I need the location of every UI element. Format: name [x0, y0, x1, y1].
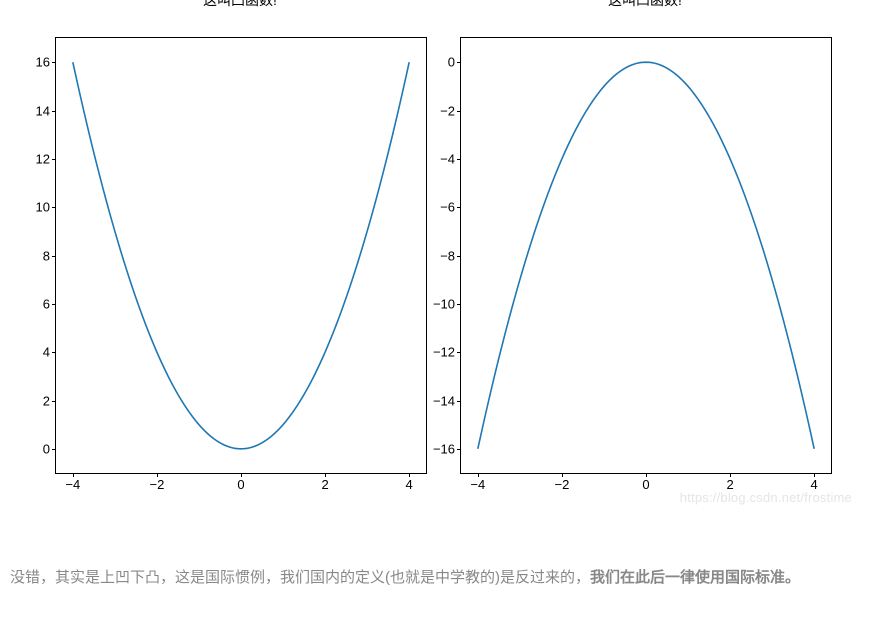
tick-y-mark [52, 159, 56, 160]
page-root: 这叫凸函数! −4−20240246810121416 这叫凹函数! −4−20… [0, 0, 892, 617]
tick-y-label: 16 [36, 55, 50, 70]
tick-y-label: 0 [43, 441, 50, 456]
tick-y-label: −12 [433, 345, 455, 360]
tick-y-label: 0 [448, 55, 455, 70]
tick-y-mark [457, 401, 461, 402]
tick-y-label: 12 [36, 151, 50, 166]
tick-y-label: −6 [440, 200, 455, 215]
caption: 没错，其实是上凹下凸，这是国际惯例，我们国内的定义(也就是中学教的)是反过来的，… [10, 566, 800, 587]
tick-y-mark [52, 111, 56, 112]
chart-right-curve [461, 38, 831, 473]
chart-left-plot-area: −4−20240246810121416 [55, 37, 427, 474]
curve-path [73, 62, 409, 449]
tick-y-mark [457, 111, 461, 112]
tick-y-mark [52, 449, 56, 450]
tick-y-label: 2 [43, 393, 50, 408]
tick-x-label: 4 [406, 477, 413, 492]
tick-y-mark [52, 207, 56, 208]
tick-x-label: −4 [470, 477, 485, 492]
chart-right-plot-area: −4−2024−16−14−12−10−8−6−4−20 [460, 37, 832, 474]
tick-y-label: −8 [440, 248, 455, 263]
tick-x-label: 0 [237, 477, 244, 492]
charts-row: 这叫凸函数! −4−20240246810121416 这叫凹函数! −4−20… [55, 12, 830, 474]
caption-prefix: 没错，其实是上凹下凸，这是国际惯例，我们国内的定义(也就是中学教的)是反过来的， [10, 569, 590, 586]
chart-left-title: 这叫凸函数! [55, 0, 425, 10]
tick-y-label: 14 [36, 103, 50, 118]
tick-y-mark [457, 352, 461, 353]
tick-y-mark [52, 256, 56, 257]
tick-y-mark [457, 256, 461, 257]
tick-y-mark [52, 62, 56, 63]
tick-x-label: −2 [149, 477, 164, 492]
curve-path [478, 62, 814, 449]
tick-x-label: −4 [65, 477, 80, 492]
tick-y-mark [457, 304, 461, 305]
tick-y-mark [52, 401, 56, 402]
tick-y-label: 4 [43, 345, 50, 360]
chart-left-curve [56, 38, 426, 473]
chart-right-title: 这叫凹函数! [460, 0, 830, 10]
tick-y-label: −10 [433, 296, 455, 311]
tick-y-label: 6 [43, 296, 50, 311]
tick-y-label: −2 [440, 103, 455, 118]
caption-bold: 我们在此后一律使用国际标准。 [590, 569, 800, 586]
tick-y-label: 10 [36, 200, 50, 215]
tick-y-mark [457, 62, 461, 63]
chart-left: 这叫凸函数! −4−20240246810121416 [55, 12, 425, 474]
tick-y-label: −4 [440, 151, 455, 166]
tick-x-label: 2 [321, 477, 328, 492]
tick-y-mark [52, 304, 56, 305]
tick-y-label: 8 [43, 248, 50, 263]
chart-right: 这叫凹函数! −4−2024−16−14−12−10−8−6−4−20 [460, 12, 830, 474]
tick-y-label: −14 [433, 393, 455, 408]
tick-y-mark [52, 352, 56, 353]
tick-y-mark [457, 159, 461, 160]
tick-x-label: 0 [642, 477, 649, 492]
tick-y-mark [457, 449, 461, 450]
watermark: https://blog.csdn.net/frostime [680, 490, 852, 505]
tick-y-label: −16 [433, 441, 455, 456]
tick-x-label: −2 [554, 477, 569, 492]
tick-y-mark [457, 207, 461, 208]
